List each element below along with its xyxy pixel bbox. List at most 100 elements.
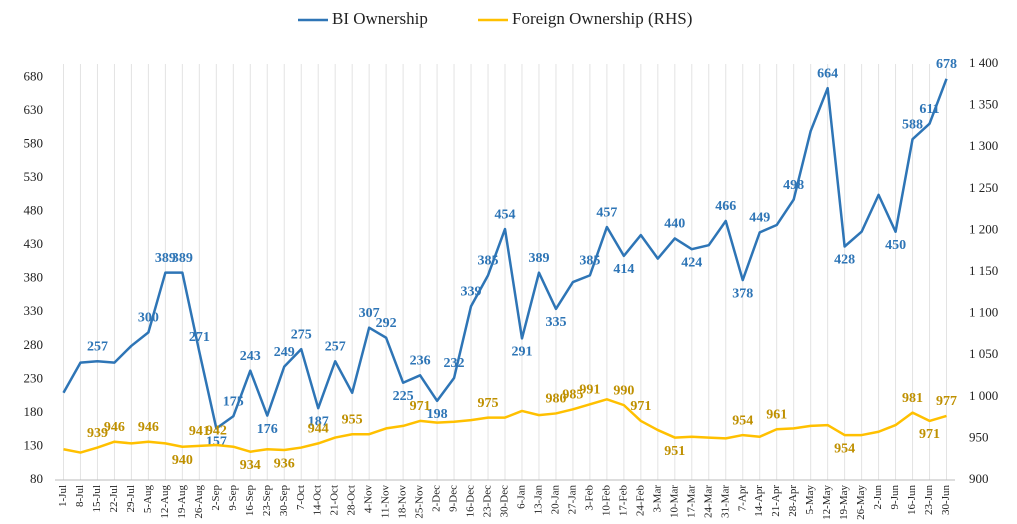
data-label: 944 xyxy=(308,422,329,437)
y-tick-label: 530 xyxy=(24,169,44,184)
x-tick-label: 19-May xyxy=(838,485,850,520)
data-label: 946 xyxy=(104,420,125,435)
data-label: 990 xyxy=(613,383,634,398)
x-tick-label: 2-Dec xyxy=(431,485,443,512)
data-label: 339 xyxy=(461,284,482,299)
data-label: 971 xyxy=(919,427,940,442)
data-label: 611 xyxy=(919,102,939,117)
x-tick-label: 5-Aug xyxy=(142,485,154,514)
x-tick-label: 15-Jul xyxy=(91,485,103,513)
data-label: 955 xyxy=(342,412,363,427)
x-tick-label: 12-May xyxy=(821,485,833,520)
y2-tick-label: 1 050 xyxy=(969,346,998,361)
line xyxy=(63,398,947,454)
y2-tick-label: 1 300 xyxy=(969,138,998,153)
x-tick-label: 2-Sep xyxy=(210,485,222,511)
line xyxy=(62,78,948,430)
data-label: 300 xyxy=(138,311,159,326)
y2-tick-label: 1 000 xyxy=(969,388,998,403)
x-tick-label: 13-Jan xyxy=(532,485,544,515)
data-label: 991 xyxy=(579,383,600,398)
data-label: 466 xyxy=(715,199,736,214)
data-label: 977 xyxy=(936,394,957,409)
data-label: 232 xyxy=(444,356,465,371)
y2-tick-label: 1 100 xyxy=(969,305,998,320)
data-label: 498 xyxy=(783,178,804,193)
y2-tick-label: 1 150 xyxy=(969,263,998,278)
data-label: 934 xyxy=(240,458,261,473)
y-tick-label: 430 xyxy=(24,236,44,251)
data-label: 946 xyxy=(138,420,159,435)
data-label: 175 xyxy=(223,394,244,409)
y-tick-label: 80 xyxy=(30,471,43,486)
x-tick-label: 10-Feb xyxy=(600,485,612,517)
data-label: 450 xyxy=(885,238,906,253)
y2-tick-label: 1 250 xyxy=(969,180,998,195)
data-label: 271 xyxy=(189,330,210,345)
data-label: 225 xyxy=(393,389,414,404)
x-tick-label: 27-Jan xyxy=(566,485,578,515)
y2-tick-label: 1 350 xyxy=(969,97,998,112)
x-tick-label: 4-Nov xyxy=(363,485,375,514)
x-tick-label: 14-Apr xyxy=(753,485,765,517)
x-tick-label: 6-Jan xyxy=(516,485,528,509)
y-tick-label: 380 xyxy=(24,270,44,285)
x-tick-label: 22-Jul xyxy=(108,485,120,513)
data-label: 440 xyxy=(664,217,685,232)
x-tick-label: 28-Oct xyxy=(346,485,358,516)
data-label: 389 xyxy=(172,251,193,266)
data-label: 939 xyxy=(87,426,108,441)
data-label: 940 xyxy=(172,453,193,468)
data-label: 414 xyxy=(613,262,634,277)
y-tick-label: 580 xyxy=(24,136,44,151)
data-label: 307 xyxy=(359,306,380,321)
y2-tick-label: 900 xyxy=(969,471,989,486)
data-label: 951 xyxy=(664,444,685,459)
data-label: 454 xyxy=(495,207,516,222)
x-tick-label: 10-Mar xyxy=(668,485,680,518)
data-label: 292 xyxy=(376,316,397,331)
x-tick-label: 20-Jan xyxy=(549,485,561,515)
y-tick-label: 230 xyxy=(24,370,44,385)
x-tick-label: 5-May xyxy=(804,485,816,515)
x-tick-label: 9-Dec xyxy=(448,485,460,512)
x-tick-label: 16-Dec xyxy=(465,485,477,517)
data-label: 389 xyxy=(155,251,176,266)
x-tick-label: 14-Oct xyxy=(312,485,324,516)
x-tick-label: 7-Apr xyxy=(736,485,748,512)
y2-tick-label: 1 400 xyxy=(969,55,998,70)
data-label: 385 xyxy=(478,254,499,269)
data-label: 457 xyxy=(596,205,617,220)
x-tick-label: 25-Nov xyxy=(414,485,426,519)
x-tick-label: 31-Mar xyxy=(719,485,731,518)
data-label: 335 xyxy=(545,315,566,330)
y-tick-label: 280 xyxy=(24,337,44,352)
x-tick-label: 30-Dec xyxy=(499,485,511,517)
x-tick-label: 28-Apr xyxy=(787,485,799,517)
data-label: 961 xyxy=(766,407,787,422)
x-tick-label: 17-Mar xyxy=(685,485,697,518)
data-label: 198 xyxy=(427,407,448,422)
data-label: 941 xyxy=(189,424,210,439)
data-label: 971 xyxy=(630,399,651,414)
y-tick-label: 480 xyxy=(24,203,44,218)
data-label: 249 xyxy=(274,345,295,360)
data-label: 424 xyxy=(681,255,702,270)
x-tick-label: 30-Jun xyxy=(940,485,952,515)
x-tick-label: 23-Dec xyxy=(482,485,494,517)
x-tick-label: 2-Jun xyxy=(872,485,884,510)
x-tick-label: 19-Aug xyxy=(176,485,188,519)
y-tick-label: 180 xyxy=(24,404,44,419)
data-label: 243 xyxy=(240,349,261,364)
data-label: 257 xyxy=(87,339,108,354)
x-tick-label: 9-Jun xyxy=(889,485,901,510)
data-label: 942 xyxy=(206,423,227,438)
x-tick-label: 17-Feb xyxy=(617,485,629,517)
x-tick-label: 8-Jul xyxy=(74,485,86,507)
x-tick-label: 21-Oct xyxy=(329,485,341,516)
y2-tick-label: 1 200 xyxy=(969,221,998,236)
x-tick-label: 18-Nov xyxy=(397,485,409,519)
x-tick-label: 26-May xyxy=(855,485,867,520)
data-label: 975 xyxy=(478,396,499,411)
